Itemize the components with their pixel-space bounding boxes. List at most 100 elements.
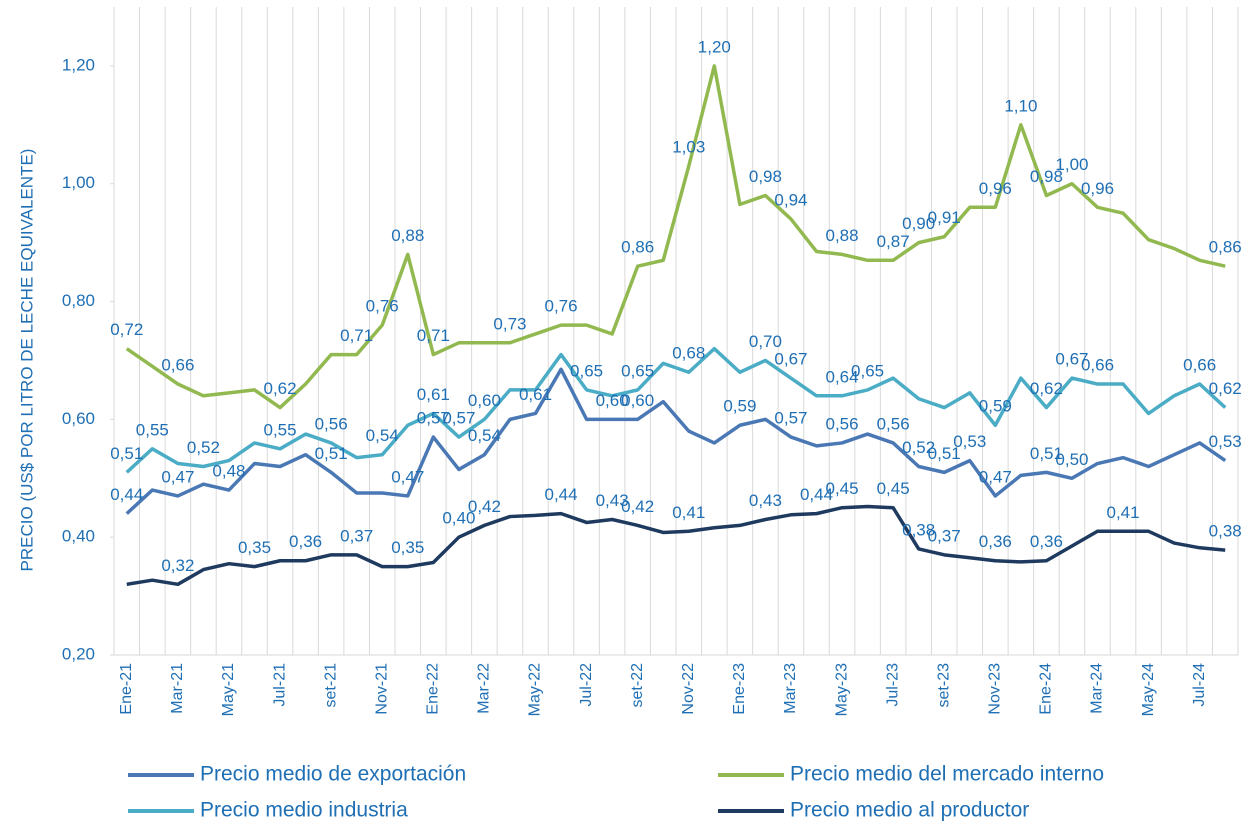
- data-label: 0,96: [979, 179, 1012, 198]
- data-label: 0,45: [825, 479, 858, 498]
- x-tick-label: May-24: [1140, 663, 1157, 716]
- data-label: 0,35: [391, 538, 424, 557]
- data-label: 0,41: [672, 503, 705, 522]
- x-tick-label: Jul-24: [1191, 663, 1208, 707]
- y-tick-label: 0,80: [62, 291, 95, 310]
- data-label: 0,44: [800, 485, 833, 504]
- data-label: 0,62: [263, 379, 296, 398]
- data-label: 0,65: [570, 361, 603, 380]
- data-label: 0,56: [825, 414, 858, 433]
- data-label: 0,88: [391, 226, 424, 245]
- x-tick-label: Ene-23: [731, 663, 748, 715]
- data-label: 0,42: [468, 497, 501, 516]
- data-label: 0,47: [391, 467, 424, 486]
- data-label: 0,54: [366, 426, 399, 445]
- data-label: 0,38: [1209, 522, 1242, 541]
- data-label: 0,61: [519, 385, 552, 404]
- data-label: 0,38: [902, 520, 935, 539]
- data-label: 0,96: [1081, 179, 1114, 198]
- data-label: 0,61: [417, 385, 450, 404]
- x-tick-label: Mar-24: [1089, 663, 1106, 714]
- data-label: 0,86: [621, 238, 654, 257]
- data-label: 0,60: [596, 391, 629, 410]
- series-line: [125, 64, 1226, 410]
- legend-label: Precio medio del mercado interno: [790, 763, 1104, 786]
- x-tick-label: Ene-24: [1038, 663, 1055, 715]
- data-label: 0,43: [749, 491, 782, 510]
- data-label: 0,51: [1030, 444, 1063, 463]
- legend-label: Precio medio industria: [200, 799, 408, 822]
- data-label: 0,44: [110, 485, 143, 504]
- data-label: 0,62: [1030, 379, 1063, 398]
- data-label: 0,53: [1209, 432, 1242, 451]
- data-label: 0,71: [417, 326, 450, 345]
- y-axis-title: PRECIO (US$ POR LITRO DE LECHE EQUIVALEN…: [17, 149, 36, 572]
- data-label: 0,44: [544, 485, 577, 504]
- y-tick-label: 1,20: [62, 55, 95, 74]
- y-tick-label: 0,20: [62, 644, 95, 663]
- data-label: 0,65: [621, 361, 654, 380]
- data-label: 0,51: [315, 444, 348, 463]
- data-label: 0,56: [877, 414, 910, 433]
- data-label: 0,60: [468, 391, 501, 410]
- data-label: 0,35: [238, 538, 271, 557]
- data-label: 0,98: [1030, 167, 1063, 186]
- series-line: [125, 346, 1227, 474]
- series-line: [125, 367, 1227, 515]
- data-label: 0,90: [902, 214, 935, 233]
- x-tick-label: set-21: [322, 663, 339, 708]
- data-label: 0,87: [877, 232, 910, 251]
- data-label: 0,51: [110, 444, 143, 463]
- data-label: 0,55: [136, 420, 169, 439]
- data-label: 1,10: [1004, 96, 1037, 115]
- legend-label: Precio medio de exportación: [200, 763, 466, 786]
- data-label: 0,52: [902, 438, 935, 457]
- data-label: 0,36: [979, 532, 1012, 551]
- data-label: 0,72: [110, 320, 143, 339]
- data-label: 0,59: [979, 397, 1012, 416]
- x-tick-label: Nov-23: [987, 663, 1004, 715]
- data-label: 0,57: [774, 409, 807, 428]
- data-label: 0,98: [749, 167, 782, 186]
- data-label: 0,66: [1081, 356, 1114, 375]
- data-label: 0,91: [928, 208, 961, 227]
- x-tick-label: Ene-21: [118, 663, 135, 715]
- data-label: 0,86: [1209, 238, 1242, 257]
- data-label: 0,57: [442, 409, 475, 428]
- data-label: 0,40: [442, 509, 475, 528]
- data-label: 0,32: [161, 556, 194, 575]
- x-tick-label: set-23: [935, 663, 952, 708]
- data-label: 0,59: [723, 397, 756, 416]
- x-tick-label: May-21: [220, 663, 237, 716]
- data-label: 1,03: [672, 138, 705, 157]
- x-tick-label: Ene-22: [425, 663, 442, 715]
- data-label: 1,00: [1055, 155, 1088, 174]
- data-label: 0,36: [1030, 532, 1063, 551]
- data-label: 0,48: [212, 462, 245, 481]
- data-label: 0,64: [825, 367, 858, 386]
- y-tick-label: 1,00: [62, 173, 95, 192]
- data-label: 0,66: [161, 356, 194, 375]
- data-label: 0,88: [825, 226, 858, 245]
- data-label: 0,73: [493, 314, 526, 333]
- data-label: 0,67: [774, 350, 807, 369]
- x-tick-label: Mar-22: [476, 663, 493, 714]
- data-label: 0,57: [417, 409, 450, 428]
- data-label: 0,94: [774, 191, 807, 210]
- y-tick-label: 0,60: [62, 409, 95, 428]
- x-tick-label: Jul-22: [578, 663, 595, 707]
- data-label: 0,37: [340, 526, 373, 545]
- data-label: 0,68: [672, 344, 705, 363]
- data-label: 0,66: [1183, 356, 1216, 375]
- data-label: 0,41: [1106, 503, 1139, 522]
- series-line: [126, 504, 1226, 587]
- data-label: 0,47: [161, 467, 194, 486]
- legend-label: Precio medio al productor: [790, 799, 1029, 822]
- data-label: 0,50: [1055, 450, 1088, 469]
- data-label: 0,52: [187, 438, 220, 457]
- data-label: 0,54: [468, 426, 501, 445]
- data-label: 0,67: [1055, 350, 1088, 369]
- x-tick-label: May-22: [527, 663, 544, 716]
- data-label: 0,71: [340, 326, 373, 345]
